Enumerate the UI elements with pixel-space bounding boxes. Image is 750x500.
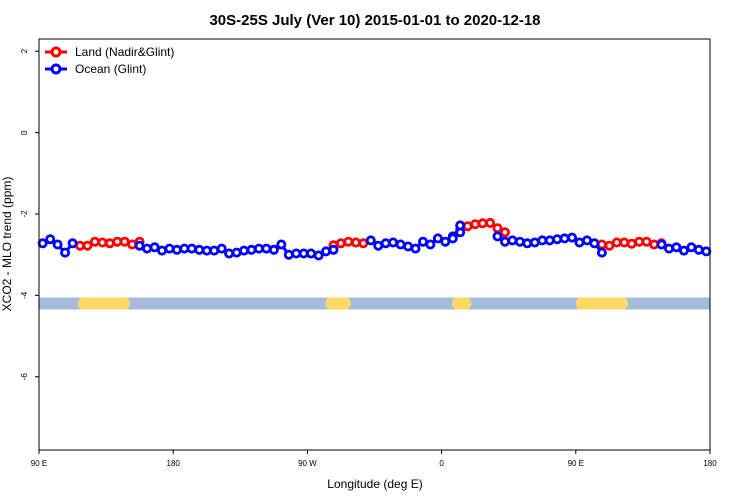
plot-frame (38, 38, 711, 451)
data-point (492, 223, 503, 234)
data-point (268, 244, 279, 255)
data-point (365, 235, 376, 246)
data-point (388, 237, 399, 248)
data-point (216, 243, 227, 254)
data-point (209, 245, 220, 256)
data-point (664, 243, 675, 254)
data-point (104, 238, 115, 249)
data-point (246, 244, 257, 255)
y-tick-label: -4 (20, 291, 29, 299)
data-point (67, 238, 78, 249)
data-point (395, 239, 406, 250)
data-point (678, 245, 689, 256)
x-tick-label: 0 (439, 459, 444, 468)
surface-band (39, 297, 710, 310)
data-point (320, 246, 331, 257)
legend-land-marker (50, 46, 62, 58)
data-point (171, 244, 182, 255)
data-point (164, 243, 175, 254)
data-point (186, 243, 197, 254)
x-tick-label: 90 E (31, 459, 47, 468)
data-point (276, 239, 287, 250)
data-point (485, 217, 496, 228)
data-point (567, 232, 578, 243)
data-point (559, 233, 570, 244)
x-tick-label: 180 (167, 459, 181, 468)
data-point (596, 239, 607, 250)
data-point (656, 239, 667, 250)
data-point (261, 243, 272, 254)
x-axis-label: Longitude (deg E) (327, 477, 422, 491)
data-point (410, 243, 421, 254)
y-tick-label: 2 (20, 48, 29, 53)
data-point (447, 233, 458, 244)
legend-land-label: Land (Nadir&Glint) (75, 45, 174, 59)
data-point (544, 235, 555, 246)
land-band-segment (452, 297, 472, 310)
data-point (440, 236, 451, 247)
land-band-segment (77, 297, 130, 310)
y-tick-label: -2 (20, 210, 29, 218)
data-point (499, 227, 510, 238)
legend-ocean-marker (50, 63, 62, 75)
data-point (283, 249, 294, 260)
data-point (238, 245, 249, 256)
x-tick-label: 90 W (298, 459, 317, 468)
y-tick-label: -6 (20, 373, 29, 381)
x-tick-label: 90 E (568, 459, 584, 468)
data-point (701, 246, 712, 257)
data-point (499, 236, 510, 247)
data-point (507, 235, 518, 246)
data-point (313, 250, 324, 261)
data-point (52, 239, 63, 250)
data-point (60, 247, 71, 258)
axis-layer: 90 E 180 90 W 0 90 E 180 2 0 -2 -4 -6 (20, 38, 717, 468)
data-point (462, 221, 473, 232)
data-point (626, 238, 637, 249)
legend-ocean-label: Ocean (Glint) (75, 62, 146, 76)
x-tick-label: 180 (703, 459, 717, 468)
data-point (142, 243, 153, 254)
data-point (596, 247, 607, 258)
data-point (432, 233, 443, 244)
y-tick-label: 0 (20, 130, 29, 135)
land-band-segment (575, 297, 628, 310)
data-point (619, 237, 630, 248)
data-point (671, 242, 682, 253)
data-point (328, 244, 339, 255)
land-band-segment (325, 297, 351, 310)
data-point (149, 242, 160, 253)
series-layer (37, 217, 712, 261)
data-point (522, 238, 533, 249)
data-point (589, 238, 600, 249)
data-point (156, 245, 167, 256)
ocean-band (39, 297, 710, 310)
data-point (492, 231, 503, 242)
data-point (425, 239, 436, 250)
data-point (455, 220, 466, 231)
data-point (45, 234, 56, 245)
data-point (37, 238, 48, 249)
legend: Land (Nadir&Glint) Ocean (Glint) (45, 45, 174, 76)
data-point (693, 244, 704, 255)
data-point (89, 236, 100, 247)
data-point (82, 240, 93, 251)
data-point (335, 238, 346, 249)
chart-title: 30S-25S July (Ver 10) 2015-01-01 to 2020… (209, 12, 540, 29)
data-point (343, 236, 354, 247)
data-point (194, 244, 205, 255)
y-axis-label: XCO2 - MLO trend (ppm) (0, 177, 14, 312)
data-point (224, 248, 235, 259)
data-point (306, 248, 317, 259)
